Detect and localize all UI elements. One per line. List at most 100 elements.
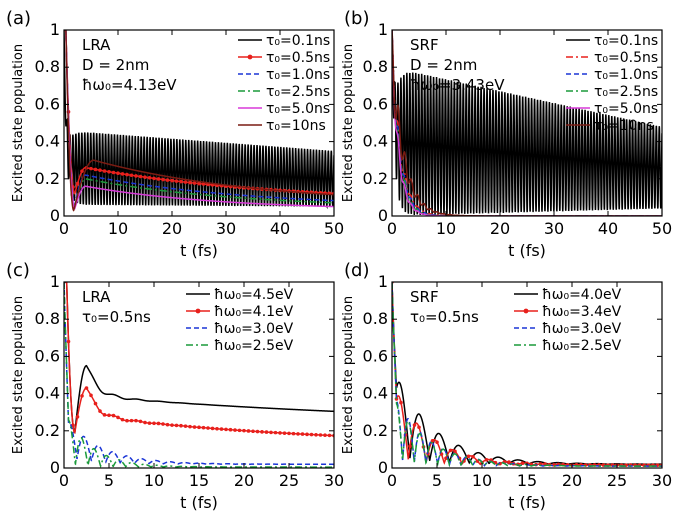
series-marker: [210, 426, 215, 431]
series-marker: [125, 172, 129, 177]
y-tick-label: 0: [378, 458, 388, 477]
y-tick-label: 0.4: [35, 132, 60, 151]
series-line-5: [64, 30, 334, 210]
legend-label: τ₀=10ns: [594, 118, 654, 134]
series-marker: [107, 413, 111, 418]
series-marker: [75, 415, 80, 419]
series-marker: [98, 168, 102, 173]
y-tick-label: 0.6: [363, 94, 388, 113]
legend-label: τ₀=10ns: [266, 118, 326, 134]
series-marker: [134, 418, 138, 423]
y-axis-label: Excited state population: [341, 296, 356, 454]
x-tick-label: 25: [607, 471, 627, 490]
legend-label: ħω₀=3.4eV: [542, 304, 622, 320]
series-marker: [520, 461, 525, 466]
series-marker: [453, 449, 457, 454]
legend: τ₀=0.1nsτ₀=0.5nsτ₀=1.0nsτ₀=2.5nsτ₀=5.0ns…: [238, 33, 330, 134]
series-marker: [242, 428, 246, 433]
series-marker: [120, 172, 125, 176]
x-axis-label: t (fs): [508, 493, 546, 512]
series-marker: [134, 174, 138, 178]
series-marker: [466, 454, 471, 459]
series-marker: [448, 448, 453, 453]
series-marker: [314, 432, 318, 437]
series-marker: [233, 428, 237, 432]
annotation: ħω₀=3.43eV: [410, 76, 505, 94]
legend-label: ħω₀=4.5eV: [214, 287, 294, 303]
series-marker: [269, 430, 273, 435]
annotation: D = 2nm: [410, 56, 477, 74]
series-marker: [183, 424, 188, 428]
y-tick-label: 0.6: [35, 346, 60, 365]
x-tick-label: 15: [189, 471, 209, 490]
series-line-1: [64, 282, 334, 434]
series-marker: [206, 426, 210, 430]
x-tick-label: 10: [144, 471, 164, 490]
annotation: D = 2nm: [82, 56, 149, 74]
legend-marker: [247, 54, 253, 60]
series-marker: [116, 171, 120, 176]
series-marker: [152, 176, 156, 181]
series-marker: [89, 393, 93, 398]
x-tick-label: 10: [472, 471, 492, 490]
series-marker: [89, 166, 93, 171]
x-tick-label: 0: [387, 219, 397, 238]
series-marker: [93, 401, 98, 406]
y-tick-label: 0: [50, 206, 60, 225]
x-tick-label: 50: [324, 219, 344, 238]
series-marker: [318, 433, 323, 437]
x-tick-label: 50: [652, 219, 672, 238]
series-marker: [507, 460, 511, 464]
y-tick-label: 0.4: [35, 384, 60, 403]
legend-label: τ₀=5.0ns: [594, 101, 658, 117]
series-line-1: [392, 30, 662, 215]
panel-label: (d): [344, 260, 369, 281]
y-tick-label: 1: [378, 20, 388, 39]
legend-label: τ₀=0.5ns: [594, 50, 658, 66]
y-tick-label: 0.2: [363, 169, 388, 188]
series-marker: [251, 429, 255, 434]
series-marker: [237, 428, 242, 433]
series-line-3: [64, 30, 334, 206]
series-marker: [300, 432, 305, 436]
legend-label: τ₀=2.5ns: [594, 84, 658, 100]
series-marker: [188, 424, 192, 429]
series-marker: [224, 427, 228, 432]
x-tick-label: 0: [59, 219, 69, 238]
y-axis-label: Excited state population: [341, 44, 356, 202]
y-tick-label: 1: [378, 272, 388, 291]
legend-label: ħω₀=3.0eV: [214, 321, 294, 337]
legend-marker: [195, 308, 201, 314]
legend-label: τ₀=5.0ns: [266, 101, 330, 117]
series-marker: [197, 425, 201, 430]
series-marker: [179, 179, 183, 184]
annotation: SRF: [410, 288, 439, 306]
y-axis-label: Excited state population: [11, 44, 26, 202]
y-tick-label: 0.2: [363, 421, 388, 440]
x-tick-label: 20: [490, 219, 510, 238]
annotation: LRA: [82, 288, 111, 306]
x-axis-label: t (fs): [180, 493, 218, 512]
x-tick-label: 30: [216, 219, 236, 238]
series-marker: [430, 439, 435, 443]
legend-label: τ₀=0.5ns: [266, 50, 330, 66]
series-marker: [435, 440, 439, 444]
panel-b: 0 10 20 30 40 50 0 0.2 0.4 0.6 0.8 1 t (fs) Excited s…: [341, 8, 672, 260]
legend-label: τ₀=1.0ns: [594, 67, 658, 83]
x-tick-label: 0: [59, 471, 69, 490]
series-line-3: [64, 282, 334, 466]
x-tick-label: 20: [234, 471, 254, 490]
series-marker: [192, 425, 197, 429]
y-tick-label: 0.8: [363, 57, 388, 76]
series-marker: [147, 175, 152, 180]
x-tick-label: 30: [324, 471, 344, 490]
series-line-1: [64, 30, 334, 210]
series-marker: [152, 421, 156, 426]
y-tick-label: 0.4: [363, 132, 388, 151]
series-marker: [305, 432, 309, 437]
series-marker: [102, 169, 107, 173]
series-marker: [215, 426, 219, 431]
series-marker: [143, 420, 147, 425]
